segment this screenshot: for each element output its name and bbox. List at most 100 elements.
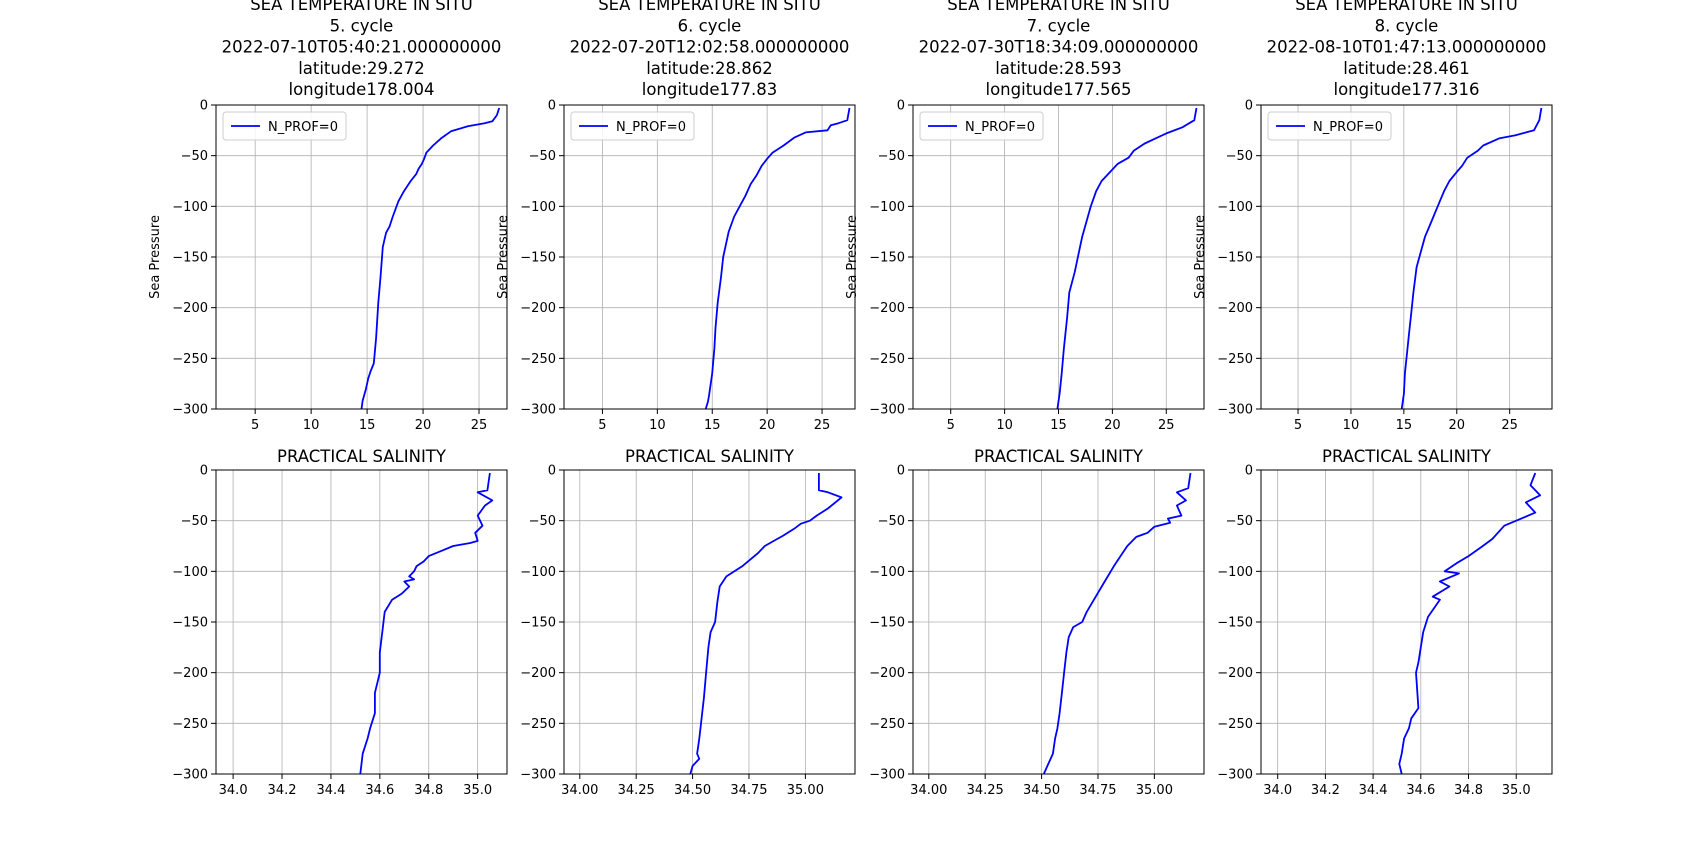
y-tick-label: −300 bbox=[172, 768, 208, 783]
y-tick-label: −300 bbox=[172, 403, 208, 418]
y-tick-label: −250 bbox=[520, 352, 556, 367]
subplot-title-line: longitude177.316 bbox=[1334, 80, 1480, 99]
subplot-title-line: 2022-07-30T18:34:09.000000000 bbox=[919, 38, 1199, 57]
y-tick-label: −100 bbox=[172, 200, 208, 215]
x-tick-label: 15 bbox=[1396, 418, 1413, 433]
y-tick-label: 0 bbox=[200, 464, 208, 479]
x-tick-label: 10 bbox=[996, 418, 1013, 433]
x-tick-label: 34.4 bbox=[1359, 783, 1388, 798]
y-tick-label: −200 bbox=[869, 666, 905, 681]
y-tick-label: −100 bbox=[172, 565, 208, 580]
legend-box bbox=[222, 111, 347, 141]
legend-box bbox=[570, 111, 695, 141]
x-tick-label: 5 bbox=[947, 418, 955, 433]
y-tick-label: −150 bbox=[172, 616, 208, 631]
y-tick-label: −300 bbox=[1217, 768, 1253, 783]
subplot-title-line: latitude:28.593 bbox=[995, 59, 1122, 78]
legend-label: N_PROF=0 bbox=[1313, 120, 1383, 135]
y-tick-label: −250 bbox=[172, 352, 208, 367]
y-tick-label: −200 bbox=[869, 301, 905, 316]
legend: N_PROF=0 bbox=[570, 111, 695, 141]
y-tick-label: 0 bbox=[897, 99, 905, 114]
series-line bbox=[1042, 472, 1192, 775]
subplot-5: 34.0 34.2 34.4 34.6 34.8 35.0 0 −50 −100 −150 −200… bbox=[172, 447, 508, 798]
subplot-8: 34.0 34.2 34.4 34.6 34.8 35.0 0 −50 −100 −150 −200… bbox=[1217, 447, 1553, 798]
y-tick-label: −300 bbox=[869, 768, 905, 783]
y-tick-label: −250 bbox=[1217, 717, 1253, 732]
x-tick-label: 25 bbox=[814, 418, 831, 433]
x-tick-label: 35.00 bbox=[1136, 783, 1173, 798]
x-tick-label: 34.8 bbox=[414, 783, 443, 798]
subplot-title-line: 2022-08-10T01:47:13.000000000 bbox=[1267, 38, 1547, 57]
subplot-title-line: SEA TEMPERATURE IN SITU bbox=[1295, 0, 1518, 14]
subplot-title: PRACTICAL SALINITY bbox=[974, 447, 1144, 466]
x-tick-label: 34.25 bbox=[618, 783, 655, 798]
x-tick-label: 34.25 bbox=[967, 783, 1004, 798]
y-tick-label: −100 bbox=[520, 565, 556, 580]
subplot-2: 5 10 15 20 25 0 −50 −100 −150 −200 −250 −300 Sea Pre… bbox=[496, 0, 856, 433]
y-tick-label: 0 bbox=[1245, 464, 1253, 479]
series-line bbox=[1398, 472, 1541, 775]
x-tick-label: 15 bbox=[704, 418, 721, 433]
subplot-title-line: latitude:29.272 bbox=[298, 59, 425, 78]
subplot-6: 34.00 34.25 34.50 34.75 35.00 0 −50 −100 −150 −20… bbox=[520, 447, 856, 798]
y-tick-label: −200 bbox=[172, 666, 208, 681]
subplot-title-line: latitude:28.461 bbox=[1343, 59, 1470, 78]
subplot-3: 5 10 15 20 25 0 −50 −100 −150 −200 −250 −300 Sea Pre… bbox=[845, 0, 1205, 433]
y-tick-label: −150 bbox=[869, 251, 905, 266]
x-tick-label: 10 bbox=[1343, 418, 1360, 433]
x-tick-label: 34.6 bbox=[1406, 783, 1435, 798]
subplot-title-line: longitude177.565 bbox=[986, 80, 1132, 99]
x-tick-label: 25 bbox=[1158, 418, 1175, 433]
subplot-title-line: 8. cycle bbox=[1375, 16, 1439, 35]
x-tick-label: 34.8 bbox=[1454, 783, 1483, 798]
subplot-title-line: 6. cycle bbox=[678, 16, 742, 35]
y-tick-label: −50 bbox=[1226, 514, 1253, 529]
y-tick-label: −100 bbox=[869, 200, 905, 215]
subplot-title-line: 7. cycle bbox=[1027, 16, 1091, 35]
y-tick-label: −200 bbox=[172, 301, 208, 316]
y-tick-label: −200 bbox=[1217, 301, 1253, 316]
subplot-title-line: longitude178.004 bbox=[289, 80, 435, 99]
x-tick-label: 34.50 bbox=[1023, 783, 1060, 798]
legend-box bbox=[919, 111, 1044, 141]
y-tick-label: −50 bbox=[1226, 149, 1253, 164]
legend: N_PROF=0 bbox=[919, 111, 1044, 141]
y-axis-label: Sea Pressure bbox=[496, 215, 511, 299]
y-tick-label: 0 bbox=[897, 464, 905, 479]
y-tick-label: −300 bbox=[869, 403, 905, 418]
y-tick-label: −50 bbox=[529, 149, 556, 164]
y-axis-label: Sea Pressure bbox=[845, 215, 860, 299]
y-tick-label: −200 bbox=[1217, 666, 1253, 681]
x-tick-label: 34.2 bbox=[268, 783, 297, 798]
legend: N_PROF=0 bbox=[222, 111, 347, 141]
y-tick-label: −250 bbox=[869, 352, 905, 367]
y-tick-label: −50 bbox=[878, 149, 905, 164]
legend: N_PROF=0 bbox=[1267, 111, 1392, 141]
x-tick-label: 5 bbox=[598, 418, 606, 433]
y-axis-label: Sea Pressure bbox=[148, 215, 163, 299]
x-tick-label: 35.0 bbox=[463, 783, 492, 798]
y-tick-label: −100 bbox=[869, 565, 905, 580]
y-tick-label: −300 bbox=[520, 403, 556, 418]
subplot-title-line: 2022-07-10T05:40:21.000000000 bbox=[222, 38, 502, 57]
x-tick-label: 20 bbox=[415, 418, 432, 433]
x-tick-label: 5 bbox=[251, 418, 259, 433]
x-tick-label: 20 bbox=[759, 418, 776, 433]
y-tick-label: 0 bbox=[548, 464, 556, 479]
y-tick-label: −250 bbox=[520, 717, 556, 732]
x-tick-label: 35.0 bbox=[1502, 783, 1531, 798]
x-tick-label: 34.0 bbox=[1263, 783, 1292, 798]
subplot-title: PRACTICAL SALINITY bbox=[1322, 447, 1492, 466]
x-tick-label: 10 bbox=[649, 418, 666, 433]
x-tick-label: 34.2 bbox=[1311, 783, 1340, 798]
y-tick-label: −150 bbox=[869, 616, 905, 631]
series-line bbox=[704, 107, 851, 410]
subplot-title-line: 2022-07-20T12:02:58.000000000 bbox=[570, 38, 850, 57]
legend-box bbox=[1267, 111, 1392, 141]
x-tick-label: 34.4 bbox=[316, 783, 345, 798]
y-tick-label: 0 bbox=[200, 99, 208, 114]
series-line bbox=[689, 473, 843, 775]
y-tick-label: −50 bbox=[529, 514, 556, 529]
x-tick-label: 35.00 bbox=[787, 783, 824, 798]
